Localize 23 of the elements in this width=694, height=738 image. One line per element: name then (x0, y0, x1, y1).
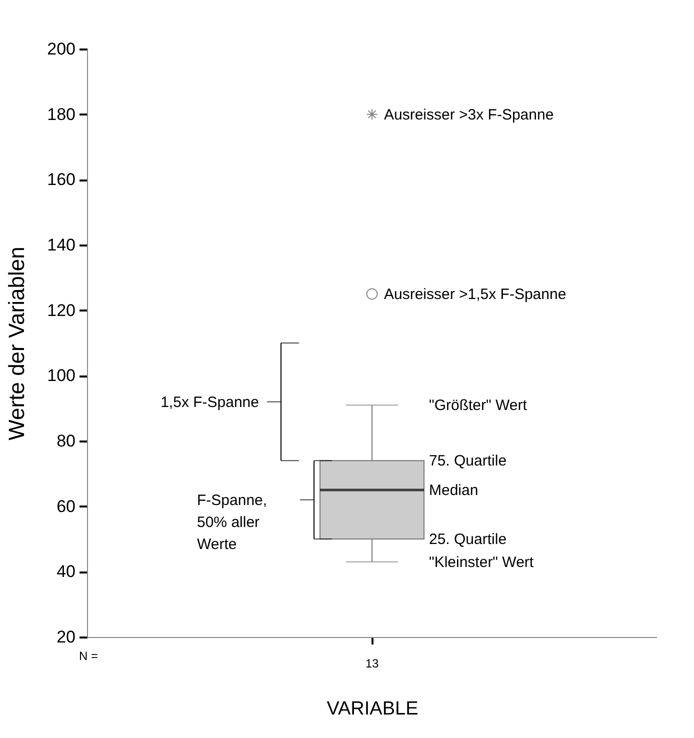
annotation: Ausreisser >3x F-Spanne (384, 106, 554, 124)
y-tick-label: 80 (56, 432, 76, 450)
y-tick-label: 160 (47, 170, 76, 190)
y-tick-label: 60 (56, 496, 76, 516)
annotation: 75. Quartile (429, 452, 507, 470)
annotation: 25. Quartile (429, 531, 507, 548)
annotation: F-Spanne, 50% aller Werte (197, 492, 268, 553)
annotation: Median (429, 482, 478, 499)
annotation: Ausreisser >1,5x F-Spanne (384, 286, 566, 303)
y-tick-label: 120 (47, 300, 76, 320)
x-tick-label: 13 (365, 656, 379, 670)
y-tick-label: 20 (56, 628, 76, 646)
y-tick-label: 180 (47, 104, 76, 124)
y-axis-title: Werte der Variablen (4, 246, 30, 440)
y-tick-label: 100 (47, 366, 76, 386)
y-tick-label: 200 (47, 40, 76, 58)
annotation: 1,5x F-Spanne (160, 394, 259, 411)
text: N = (79, 649, 98, 663)
y-tick-label: 140 (47, 236, 76, 254)
y-tick-label: 40 (56, 562, 76, 582)
annotation: "Größter" Wert (429, 397, 528, 414)
annotation: "Kleinster" Wert (429, 554, 534, 571)
x-axis-title: VARIABLE (326, 698, 418, 720)
